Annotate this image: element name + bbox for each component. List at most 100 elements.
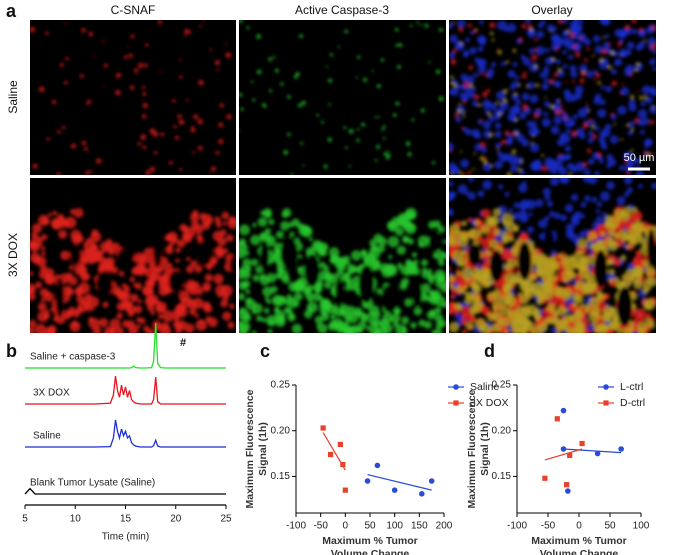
- cell: [480, 267, 489, 276]
- cell: [482, 159, 488, 165]
- cell: [511, 92, 520, 101]
- cell: [239, 20, 243, 23]
- cell: [558, 99, 561, 103]
- cell: [561, 291, 571, 301]
- cell: [624, 24, 631, 30]
- cell: [215, 150, 220, 155]
- cell: [376, 288, 384, 295]
- cell: [376, 84, 381, 89]
- cell: [45, 31, 49, 35]
- cell: [188, 30, 192, 34]
- cell: [194, 265, 203, 273]
- cell: [222, 311, 232, 321]
- cell: [552, 286, 563, 296]
- marker: [579, 440, 585, 447]
- trace-label: Saline: [33, 431, 61, 442]
- cell: [508, 155, 518, 165]
- cell: [573, 325, 585, 333]
- cell: [457, 257, 467, 267]
- cell: [575, 310, 584, 320]
- y-axis-label: Maximum Fluorescence: [466, 389, 478, 508]
- cell: [30, 241, 37, 250]
- cell: [591, 54, 595, 57]
- cell: [201, 221, 211, 230]
- cell: [341, 272, 351, 283]
- cell: [142, 91, 147, 97]
- cell: [589, 118, 592, 122]
- cell: [348, 165, 351, 168]
- cell: [564, 203, 574, 213]
- cell: [109, 318, 121, 330]
- cell: [450, 81, 454, 85]
- cell: [165, 234, 173, 242]
- cell: [469, 46, 477, 55]
- cell: [618, 165, 625, 171]
- cell: [197, 145, 203, 151]
- trace: [24, 487, 226, 495]
- cell: [552, 169, 557, 175]
- cell: [639, 129, 645, 135]
- x-axis-label: Volume Change: [331, 548, 410, 555]
- cell: [88, 317, 100, 329]
- cell: [458, 27, 464, 33]
- cell: [297, 266, 302, 272]
- cell: [597, 80, 601, 85]
- cell: [449, 162, 457, 172]
- cell: [650, 152, 654, 156]
- cell: [449, 284, 455, 290]
- cell: [472, 87, 477, 92]
- cell: [76, 292, 82, 297]
- cell: [449, 266, 452, 271]
- cell: [515, 305, 526, 316]
- cell: [199, 212, 207, 220]
- image: [449, 20, 656, 175]
- cell: [30, 271, 34, 276]
- cell: [443, 239, 446, 244]
- cell: [587, 329, 592, 333]
- cell: [210, 166, 217, 172]
- cell: [510, 323, 521, 333]
- cell: [507, 23, 517, 33]
- cell: [190, 260, 198, 268]
- cell: [239, 129, 241, 132]
- cell: [250, 234, 261, 246]
- cell: [551, 57, 555, 62]
- cell: [496, 48, 499, 51]
- cell: [136, 324, 141, 329]
- cell: [157, 20, 163, 25]
- cell: [579, 213, 585, 219]
- x-tick-label: -50: [313, 521, 328, 532]
- cell: [220, 299, 229, 308]
- cell: [504, 130, 510, 136]
- dark-region: [196, 239, 213, 266]
- cell: [643, 151, 648, 155]
- cell: [486, 88, 491, 93]
- cell: [603, 41, 610, 48]
- cell: [529, 28, 534, 32]
- cell: [43, 291, 54, 302]
- x-tick-label: -100: [286, 521, 306, 532]
- cell: [175, 258, 180, 263]
- cell: [61, 125, 66, 130]
- cell: [189, 308, 197, 316]
- cell: [549, 178, 560, 186]
- cell: [532, 135, 535, 138]
- cell: [459, 171, 463, 175]
- cell: [480, 37, 487, 44]
- cell: [502, 98, 508, 103]
- cell: [501, 139, 506, 145]
- cell: [479, 156, 485, 161]
- cell: [541, 83, 549, 91]
- cell: [588, 296, 600, 308]
- cell: [583, 38, 591, 46]
- cell: [619, 92, 623, 95]
- y-axis-label: Maximum Fluorescence: [244, 389, 256, 508]
- cell: [652, 66, 656, 72]
- cell: [431, 290, 442, 301]
- cell: [204, 273, 213, 282]
- cell: [263, 307, 270, 314]
- cell: [149, 289, 154, 295]
- cell: [594, 125, 600, 131]
- legend-marker: [603, 400, 609, 406]
- cell: [314, 315, 324, 325]
